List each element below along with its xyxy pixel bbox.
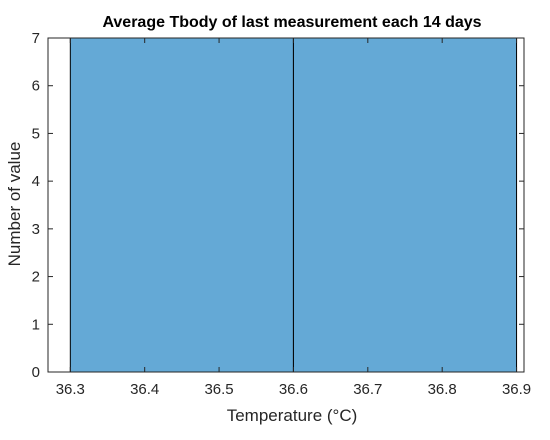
x-tick-label: 36.8 xyxy=(428,381,457,398)
y-tick-label: 1 xyxy=(32,316,40,333)
x-tick-label: 36.4 xyxy=(130,381,159,398)
x-tick-label: 36.9 xyxy=(502,381,531,398)
y-tick-label: 4 xyxy=(32,173,40,190)
y-tick-label: 6 xyxy=(32,78,40,95)
y-tick-label: 5 xyxy=(32,125,40,142)
x-axis-label: Temperature (°C) xyxy=(227,406,358,425)
y-axis-label: Number of value xyxy=(5,142,24,267)
x-tick-label: 36.7 xyxy=(353,381,382,398)
x-tick-label: 36.3 xyxy=(56,381,85,398)
y-tick-label: 3 xyxy=(32,221,40,238)
plot-area: 36.3 36.4 36.5 36.6 36.7 36.8 36.9 0 1 2 3 4 5 6 7 xyxy=(32,30,532,398)
x-tick-label: 36.5 xyxy=(204,381,233,398)
y-tick-label: 0 xyxy=(32,364,40,381)
y-tick-label: 7 xyxy=(32,30,40,47)
y-tick-label: 2 xyxy=(32,269,40,286)
histogram-bar-2 xyxy=(292,37,518,373)
x-tick-label: 36.6 xyxy=(279,381,308,398)
chart-title: Average Tbody of last measurement each 1… xyxy=(102,14,481,31)
axes-box xyxy=(47,37,525,373)
histogram-bar-1 xyxy=(69,37,294,373)
